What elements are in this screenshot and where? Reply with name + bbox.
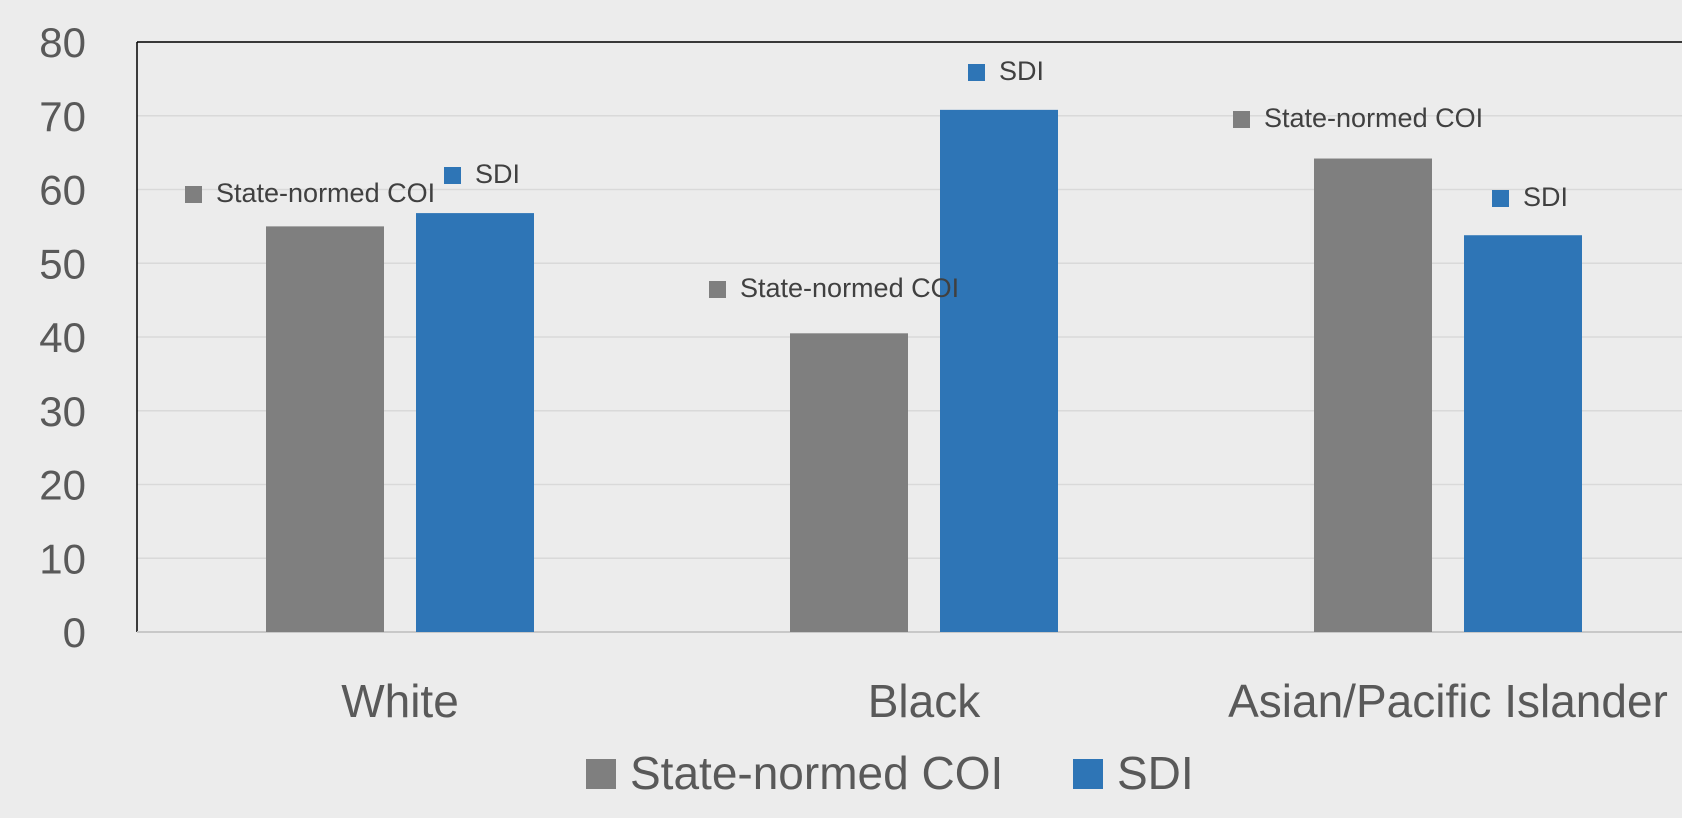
y-tick-label: 10 bbox=[39, 535, 86, 582]
data-label-marker bbox=[1233, 111, 1250, 128]
tick-labels: 0 10 20 30 40 50 60 70 80 White Black Asian/Pacific… bbox=[39, 19, 1668, 727]
legend-label: State-normed COI bbox=[630, 747, 1003, 799]
bar-sdi-white bbox=[416, 213, 534, 632]
y-tick-label: 40 bbox=[39, 314, 86, 361]
data-label-marker bbox=[444, 167, 461, 184]
data-label: SDI bbox=[999, 56, 1044, 86]
data-label-marker bbox=[709, 281, 726, 298]
data-labels: State-normed COI SDI State-normed COI SDI St… bbox=[185, 56, 1568, 303]
y-tick-label: 70 bbox=[39, 93, 86, 140]
data-label-marker bbox=[968, 64, 985, 81]
legend: State-normed COI SDI bbox=[586, 747, 1194, 799]
bars bbox=[266, 109, 1582, 633]
data-label: SDI bbox=[475, 159, 520, 189]
legend-swatch bbox=[1073, 759, 1103, 789]
legend-label: SDI bbox=[1117, 747, 1194, 799]
legend-swatch bbox=[586, 759, 616, 789]
y-tick-label: 30 bbox=[39, 388, 86, 435]
data-label: SDI bbox=[1523, 182, 1568, 212]
y-tick-label: 50 bbox=[39, 240, 86, 287]
bar-state-normed-coi-black bbox=[790, 333, 908, 632]
y-tick-label: 0 bbox=[63, 609, 86, 656]
y-tick-label: 60 bbox=[39, 167, 86, 214]
x-tick-label: Black bbox=[868, 675, 981, 727]
data-label-marker bbox=[1492, 190, 1509, 207]
data-label: State-normed COI bbox=[1264, 103, 1483, 133]
y-tick-label: 80 bbox=[39, 19, 86, 66]
bar-state-normed-coi-asian-pacific-islander bbox=[1314, 158, 1432, 632]
data-label: State-normed COI bbox=[740, 273, 959, 303]
bar-sdi-black bbox=[940, 109, 1058, 633]
data-label: State-normed COI bbox=[216, 178, 435, 208]
x-tick-label: White bbox=[341, 675, 459, 727]
x-tick-label: Asian/Pacific Islander bbox=[1228, 675, 1668, 727]
gridlines bbox=[137, 41, 1682, 559]
data-label-marker bbox=[185, 186, 202, 203]
bar-state-normed-coi-white bbox=[266, 226, 384, 632]
bar-sdi-asian-pacific-islander bbox=[1464, 235, 1582, 632]
y-tick-label: 20 bbox=[39, 462, 86, 509]
